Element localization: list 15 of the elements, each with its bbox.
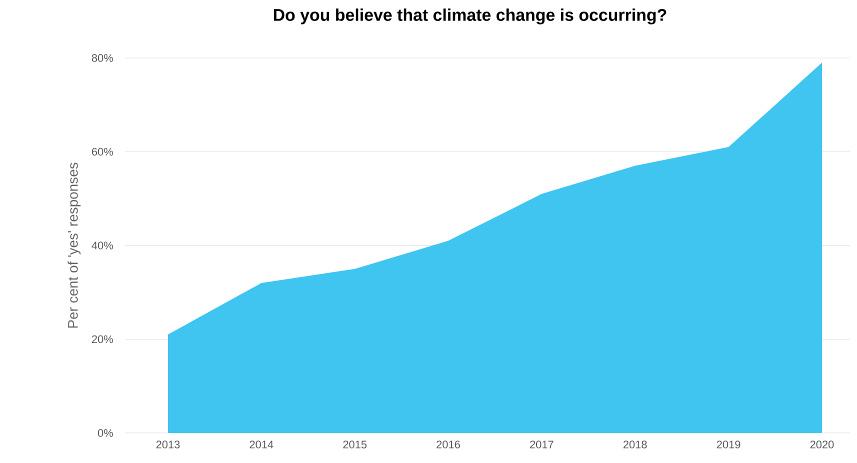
x-tick-label: 2016: [436, 440, 460, 448]
y-tick-label: 20%: [92, 335, 113, 344]
x-tick-label: 2014: [250, 440, 274, 448]
y-tick-label: 0%: [98, 429, 113, 437]
y-tick-label: 80%: [92, 54, 113, 62]
y-tick-label: 40%: [92, 242, 113, 250]
x-tick-label: 2013: [156, 440, 180, 448]
x-tick-label: 2019: [716, 440, 740, 448]
y-axis-title: Per cent of 'yes' responses: [68, 162, 81, 328]
x-tick-label: 2018: [623, 440, 647, 448]
y-tick-label: 60%: [92, 148, 113, 156]
x-tick-label: 2017: [530, 440, 554, 448]
chart-title: Do you believe that climate change is occurring?: [274, 8, 666, 24]
x-tick-label: 2015: [343, 440, 367, 448]
x-tick-label: 2020: [810, 440, 834, 448]
